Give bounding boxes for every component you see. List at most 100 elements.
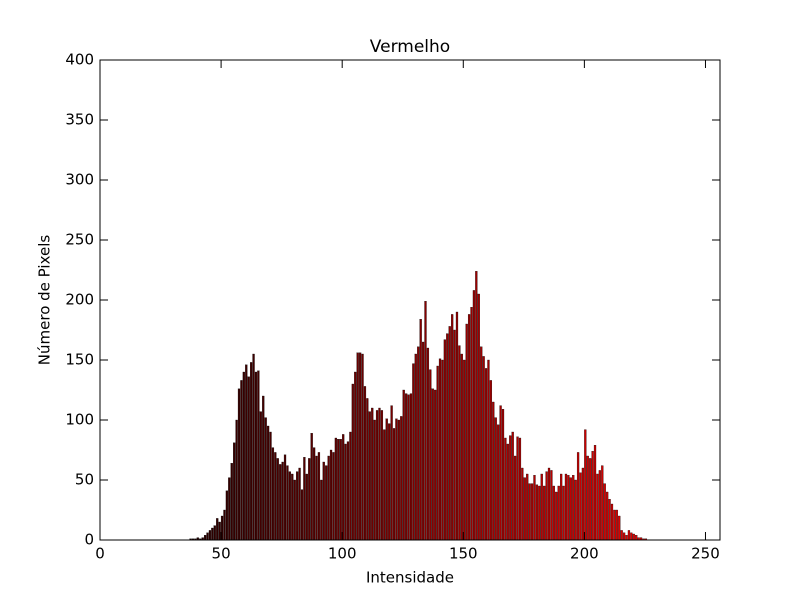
bar (271, 447, 275, 541)
bar (470, 307, 473, 541)
bar (388, 423, 391, 541)
bar (472, 290, 476, 541)
bar (596, 473, 599, 541)
bar (378, 407, 381, 541)
bar (346, 441, 350, 541)
bar (327, 455, 330, 541)
bar (482, 356, 485, 541)
bar (417, 346, 420, 541)
bar (254, 371, 258, 541)
bar (489, 380, 493, 541)
bar (245, 364, 248, 541)
bar (375, 410, 379, 541)
bar (269, 431, 272, 541)
bar (366, 398, 369, 541)
bar (581, 467, 585, 541)
bar (494, 417, 497, 541)
bar (317, 452, 321, 541)
bar (203, 535, 207, 541)
bar (460, 353, 463, 541)
x-tick-label: 200 (570, 545, 599, 563)
bar (552, 485, 555, 541)
y-axis-label: Número de Pixels (36, 235, 54, 366)
bar (211, 527, 214, 541)
bar (412, 363, 415, 541)
bar (322, 461, 325, 541)
bar (538, 485, 541, 541)
bar (312, 447, 316, 541)
bar (383, 429, 386, 541)
bar (547, 467, 551, 541)
bar (356, 352, 359, 541)
y-tick-label: 150 (65, 351, 94, 369)
bar (390, 405, 393, 541)
bar (230, 463, 233, 541)
bar (218, 521, 221, 541)
bar (358, 352, 362, 541)
bar (421, 341, 425, 541)
bar (521, 467, 524, 541)
bar (334, 437, 338, 541)
bar (615, 509, 618, 541)
bar (455, 311, 459, 541)
bar (426, 347, 430, 541)
bar (434, 389, 437, 541)
bar (610, 503, 614, 541)
bar (368, 411, 371, 541)
chart-title: Vermelho (370, 37, 450, 57)
bar (257, 370, 260, 541)
x-tick-label: 250 (691, 545, 720, 563)
bar (288, 471, 291, 541)
bar (279, 464, 282, 541)
bar (448, 326, 451, 541)
bar (584, 429, 587, 541)
x-tick-label: 50 (212, 545, 231, 563)
bar (501, 409, 505, 541)
bar (506, 443, 509, 541)
bar (252, 353, 255, 541)
x-tick-label: 0 (95, 545, 105, 563)
bar (543, 485, 546, 541)
bar (574, 479, 577, 541)
bar (300, 489, 304, 541)
bar (206, 532, 209, 541)
bar (395, 418, 398, 541)
bar (620, 530, 623, 541)
bar (291, 473, 294, 541)
bar (250, 362, 253, 541)
bar (589, 458, 592, 541)
bar (242, 371, 245, 541)
bar (237, 388, 241, 541)
bar (613, 509, 616, 541)
bar (463, 359, 466, 541)
bar (465, 323, 468, 541)
bar (293, 479, 296, 541)
y-tick-label: 400 (65, 51, 94, 69)
bar (266, 425, 270, 541)
bar (337, 439, 340, 541)
bar (586, 455, 589, 541)
bar (555, 491, 558, 541)
bar (576, 452, 580, 541)
bar (540, 473, 543, 541)
bar (373, 419, 376, 541)
bar (627, 530, 631, 541)
bar (477, 293, 480, 541)
bar (264, 417, 267, 541)
bar (567, 475, 570, 541)
bar (310, 433, 313, 541)
bar (320, 479, 323, 541)
bar (247, 376, 250, 541)
bar (557, 485, 560, 541)
bar (233, 442, 236, 541)
bar (453, 329, 456, 541)
bar (560, 473, 563, 541)
y-tick-label: 250 (65, 231, 94, 249)
bar (518, 437, 522, 541)
bar (533, 475, 536, 541)
bar (240, 380, 243, 541)
bar (528, 483, 531, 541)
bar (601, 465, 604, 541)
bar (298, 467, 301, 541)
